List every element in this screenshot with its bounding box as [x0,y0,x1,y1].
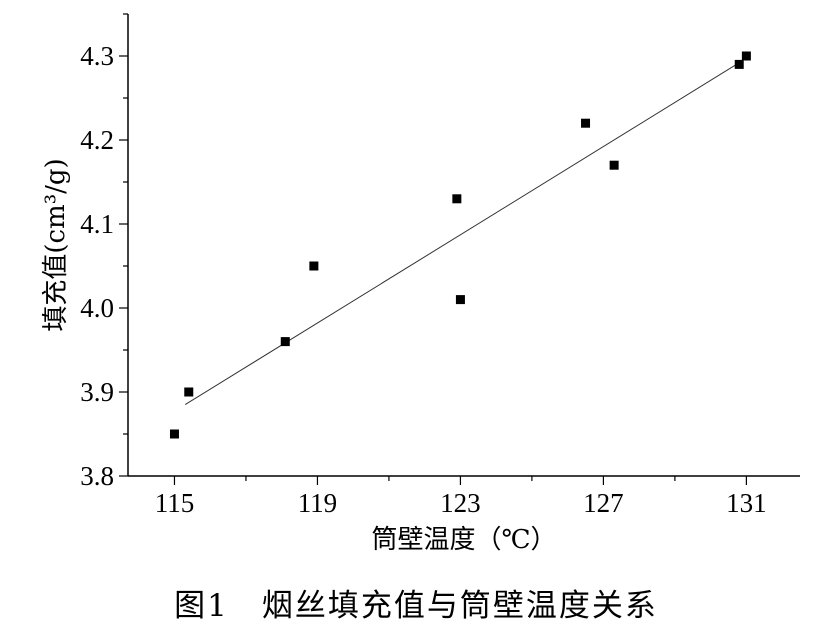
trendline-group [184,62,740,406]
x-tick-label: 131 [726,488,767,518]
y-axis-title: 填充值(cm³/g) [41,158,71,331]
data-point [280,337,290,347]
ticks: 115 119 123 127 131 3.8 3.9 4.0 4.1 4.2 4.3 [80,13,767,518]
data-point [455,295,465,305]
data-point [609,160,619,170]
trendline [184,62,740,406]
data-point [309,261,319,271]
x-tick-label: 127 [583,488,624,518]
x-tick-label: 119 [298,488,338,518]
y-tick-label: 3.8 [80,461,114,491]
figure-caption: 图1 烟丝填充值与筒壁温度关系 [174,588,658,624]
data-points [169,51,751,439]
data-point [169,429,179,439]
y-tick-label: 4.0 [80,293,114,323]
data-point [184,387,194,397]
x-tick-label: 115 [155,488,195,518]
x-axis-title: 筒壁温度（℃） [371,525,556,555]
y-tick-label: 4.2 [80,125,114,155]
axes [127,14,800,477]
y-tick-label: 4.1 [80,209,114,239]
data-point [734,59,744,69]
y-tick-label: 3.9 [80,377,114,407]
data-point [581,118,591,128]
data-point [452,194,462,204]
y-tick-label: 4.3 [80,41,114,71]
x-tick-label: 123 [440,488,481,518]
scatter-chart: 115 119 123 127 131 3.8 3.9 4.0 4.1 4.2 4.3 筒壁温度（℃… [41,13,800,555]
data-point [741,51,751,61]
